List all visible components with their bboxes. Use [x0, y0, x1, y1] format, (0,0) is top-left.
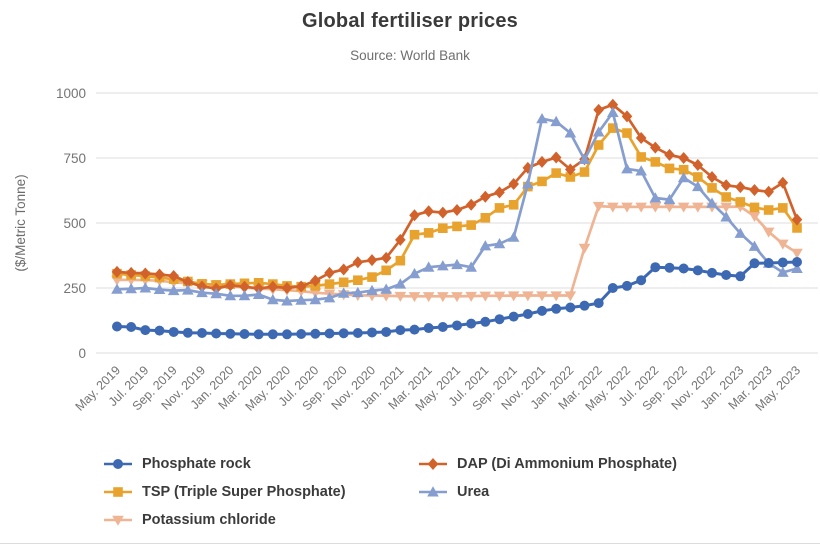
legend-label-phosphate-rock: Phosphate rock	[142, 456, 251, 472]
series-phosphate-rock	[112, 257, 802, 340]
series-dap-di-ammonium-phosphate-	[111, 98, 803, 295]
legend-column-right: DAP (Di Ammonium Phosphate) Urea	[418, 453, 677, 503]
svg-text:250: 250	[63, 281, 86, 296]
svg-text:1000: 1000	[56, 86, 86, 101]
series-urea	[111, 106, 803, 306]
legend-label-tsp: TSP (Triple Super Phosphate)	[142, 484, 346, 500]
phosphate-rock-marker-icon	[103, 457, 133, 471]
legend-item-urea[interactable]: Urea	[418, 481, 677, 503]
chart-title: Global fertiliser prices	[302, 10, 518, 32]
svg-text:($/Metric Tonne): ($/Metric Tonne)	[13, 174, 28, 271]
svg-text:0: 0	[78, 346, 86, 361]
dap-marker-icon	[418, 457, 448, 471]
legend-label-potassium-chloride: Potassium chloride	[142, 512, 276, 528]
legend-column-left: Phosphate rock TSP (Triple Super Phospha…	[103, 453, 346, 531]
legend-item-phosphate-rock[interactable]: Phosphate rock	[103, 453, 346, 475]
svg-text:500: 500	[63, 216, 86, 231]
svg-text:750: 750	[63, 151, 86, 166]
urea-marker-icon	[418, 485, 448, 499]
bottom-divider	[0, 543, 820, 544]
chart-subtitle: Source: World Bank	[350, 48, 470, 63]
potassium-chloride-marker-icon	[103, 513, 133, 527]
legend-item-dap[interactable]: DAP (Di Ammonium Phosphate)	[418, 453, 677, 475]
legend-label-dap: DAP (Di Ammonium Phosphate)	[457, 456, 677, 472]
legend-item-tsp[interactable]: TSP (Triple Super Phosphate)	[103, 481, 346, 503]
legend-label-urea: Urea	[457, 484, 490, 500]
legend-item-potassium-chloride[interactable]: Potassium chloride	[103, 509, 346, 531]
tsp-marker-icon	[103, 485, 133, 499]
